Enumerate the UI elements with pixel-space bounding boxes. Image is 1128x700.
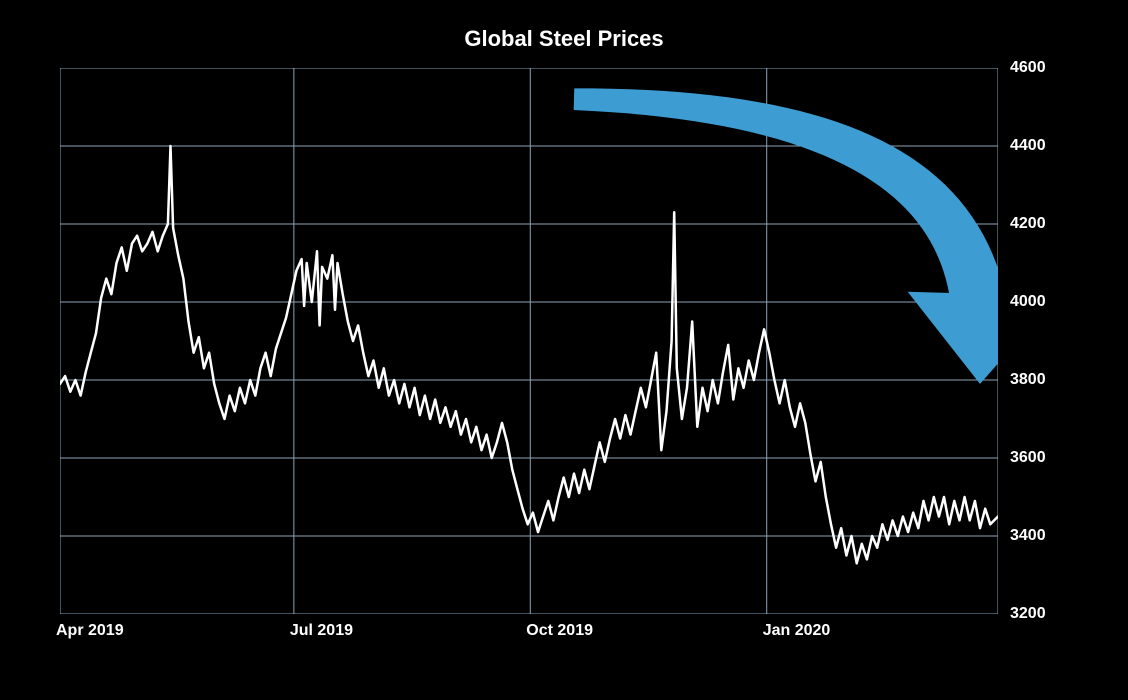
x-tick-label: Jul 2019 — [290, 622, 353, 640]
y-tick-label: 4600 — [1010, 59, 1046, 77]
x-tick-label: Apr 2019 — [56, 622, 124, 640]
price-series-line — [60, 146, 998, 563]
trend-arrow-body — [574, 88, 998, 321]
y-tick-label: 4000 — [1010, 293, 1046, 311]
y-tick-label: 3200 — [1010, 605, 1046, 623]
x-tick-label: Jan 2020 — [763, 622, 831, 640]
y-tick-label: 3400 — [1010, 527, 1046, 545]
y-tick-label: 3600 — [1010, 449, 1046, 467]
y-tick-label: 4400 — [1010, 137, 1046, 155]
trend-arrow-head — [908, 292, 998, 384]
x-tick-label: Oct 2019 — [526, 622, 593, 640]
y-tick-label: 3800 — [1010, 371, 1046, 389]
chart-title: Global Steel Prices — [0, 26, 1128, 52]
chart-container: Global Steel Prices 3200 3400 3600 3800 4000… — [0, 0, 1128, 700]
price-line-chart — [60, 68, 998, 614]
y-tick-label: 4200 — [1010, 215, 1046, 233]
